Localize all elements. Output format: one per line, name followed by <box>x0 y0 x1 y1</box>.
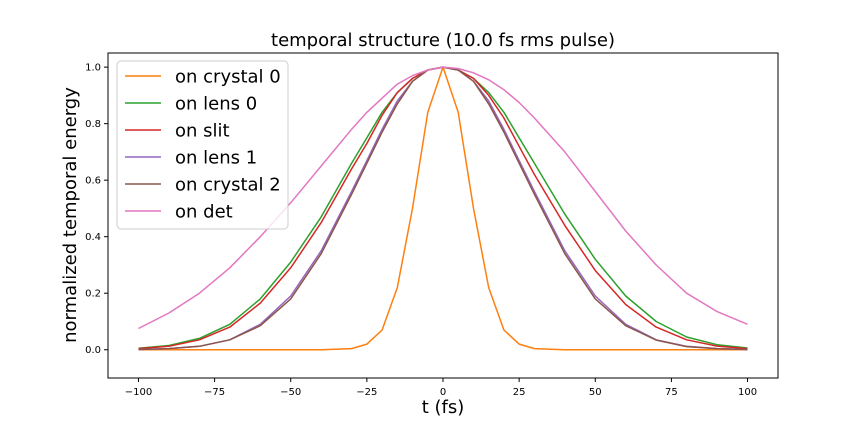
y-tick-label: 1.0 <box>85 63 101 74</box>
y-tick-label: 0.2 <box>85 289 101 300</box>
x-tick-label: −100 <box>125 387 152 398</box>
legend-label-6: on det <box>175 202 233 223</box>
y-axis-title: normalized temporal energy <box>60 87 81 343</box>
legend-label-2: on lens 0 <box>175 94 257 115</box>
x-tick-label: −75 <box>204 387 225 398</box>
y-tick-label: 0.8 <box>85 119 101 130</box>
x-tick-label: 75 <box>665 387 678 398</box>
x-tick-label: −25 <box>356 387 377 398</box>
x-tick-label: 100 <box>738 387 757 398</box>
y-tick-label: 0.6 <box>85 176 101 187</box>
legend: on crystal 0 on lens 0 on slit on lens 1 on … <box>116 60 289 230</box>
legend-label-4: on lens 1 <box>175 148 257 169</box>
x-tick-label: 50 <box>589 387 602 398</box>
x-tick-label: 25 <box>513 387 526 398</box>
x-tick-label: −50 <box>280 387 301 398</box>
legend-label-3: on slit <box>175 121 230 142</box>
legend-label-5: on crystal 2 <box>175 175 281 196</box>
x-tick-label: 0 <box>440 387 446 398</box>
y-tick-label: 0.0 <box>85 345 101 356</box>
chart-title: temporal structure (10.0 fs rms pulse) <box>271 30 615 51</box>
x-axis-title: t (fs) <box>422 397 465 418</box>
legend-label-1: on crystal 0 <box>175 67 281 88</box>
y-tick-label: 0.4 <box>85 232 101 243</box>
